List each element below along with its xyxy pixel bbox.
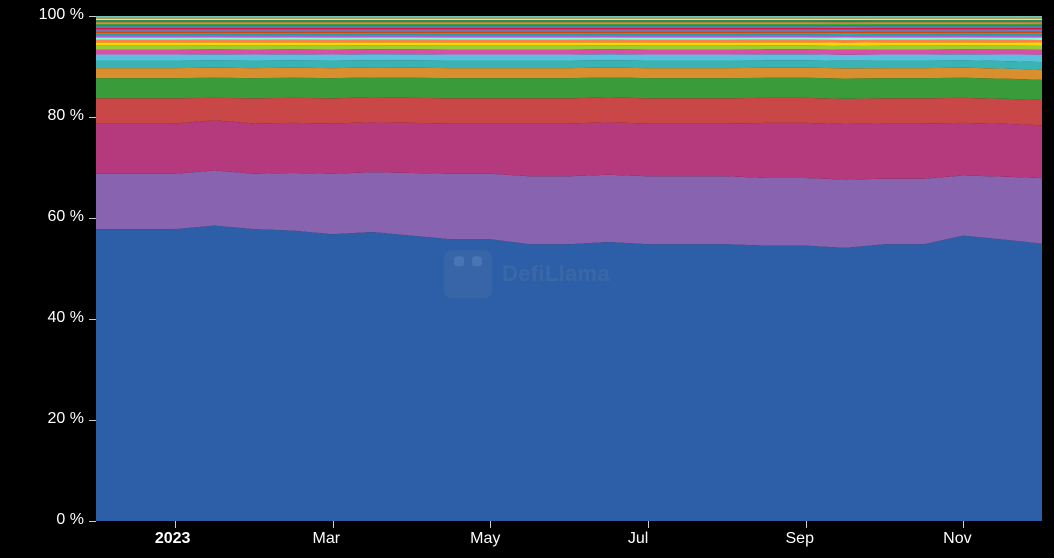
series-mixin xyxy=(96,40,1042,43)
y-tick xyxy=(89,319,96,320)
series-cronos xyxy=(96,45,1042,50)
series-klaytn xyxy=(96,29,1042,31)
x-tick xyxy=(963,521,964,528)
y-tick-label: 80 % xyxy=(14,107,84,125)
plot-area xyxy=(0,0,1054,558)
x-tick xyxy=(806,521,807,528)
series-stacks xyxy=(96,18,1042,19)
series-osmosis xyxy=(96,31,1042,33)
y-tick-label: 20 % xyxy=(14,410,84,428)
x-tick-label: Jul xyxy=(628,530,648,548)
series-near xyxy=(96,24,1042,25)
y-tick xyxy=(89,521,96,522)
y-tick xyxy=(89,420,96,421)
y-tick xyxy=(89,16,96,17)
y-tick-label: 100 % xyxy=(14,6,84,24)
series-bsc xyxy=(96,120,1042,179)
series-thorchain xyxy=(96,26,1042,28)
series-cardano xyxy=(96,21,1042,22)
series-celo xyxy=(96,17,1042,18)
y-tick-label: 60 % xyxy=(14,208,84,226)
series-optimism xyxy=(96,68,1042,80)
x-tick-label: 2023 xyxy=(155,530,191,548)
series-metis xyxy=(96,17,1042,18)
series-ethereum xyxy=(96,226,1042,521)
y-tick xyxy=(89,218,96,219)
y-tick-label: 40 % xyxy=(14,309,84,327)
x-tick-label: May xyxy=(470,530,500,548)
y-tick-label: 0 % xyxy=(14,511,84,529)
series-pulse xyxy=(96,37,1042,40)
series-algorand xyxy=(96,22,1042,23)
series-fantom xyxy=(96,35,1042,38)
y-tick xyxy=(89,117,96,118)
x-tick xyxy=(333,521,334,528)
x-tick xyxy=(490,521,491,528)
tvl-dominance-chart: DefiLlama 0 %20 %40 %60 %80 %100 %2023Ma… xyxy=(0,0,1054,558)
x-tick-label: Mar xyxy=(313,530,341,548)
x-tick-label: Sep xyxy=(786,530,814,548)
series-bitcoin xyxy=(96,19,1042,20)
x-tick-label: Nov xyxy=(943,530,971,548)
series-gnosis xyxy=(96,20,1042,21)
series-defichain xyxy=(96,33,1042,35)
series-kava xyxy=(96,42,1042,45)
series-polygon xyxy=(96,78,1042,101)
series-arbitrum xyxy=(96,98,1042,126)
series-ronin xyxy=(96,18,1042,19)
series-others xyxy=(96,16,1042,17)
x-tick xyxy=(175,521,176,528)
series-canto xyxy=(96,25,1042,27)
series-rootstock xyxy=(96,28,1042,30)
series-base xyxy=(96,49,1042,55)
x-tick xyxy=(648,521,649,528)
